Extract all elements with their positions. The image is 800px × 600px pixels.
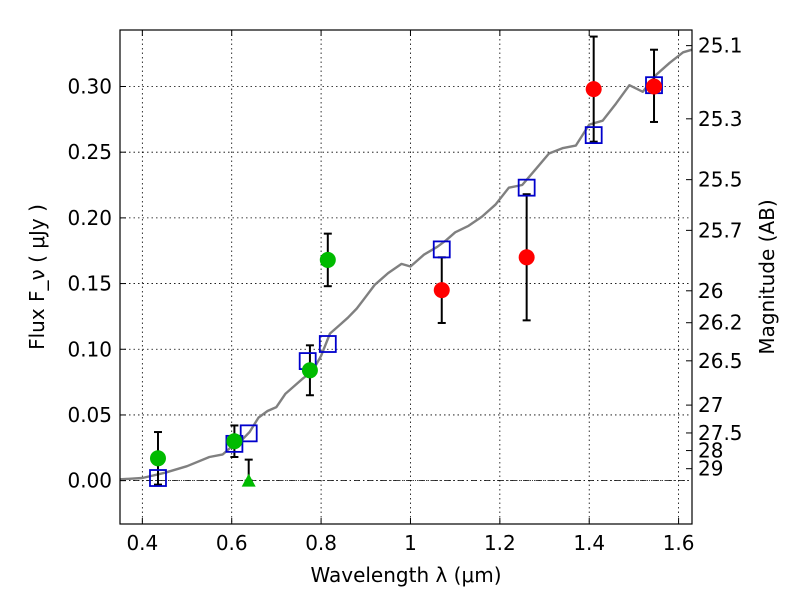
right-axis-label: Magnitude (AB) [755, 199, 779, 354]
x-tick-label: 0.8 [305, 531, 337, 555]
y-tick-label: 0.00 [67, 469, 112, 493]
y-tick-label: 0.15 [67, 272, 112, 296]
right-tick-label: 28 [698, 439, 723, 463]
green-circle-marker [226, 433, 243, 450]
y-tick-label: 0.10 [67, 337, 112, 361]
x-tick-label: 1 [404, 531, 417, 555]
right-tick-label: 29 [698, 457, 723, 481]
model-sed-line [119, 48, 693, 481]
y-tick-label: 0.05 [67, 403, 112, 427]
x-tick-label: 1.4 [573, 531, 605, 555]
x-tick-label: 1.6 [663, 531, 695, 555]
right-tick-label: 25.3 [698, 107, 743, 131]
model-sed-line-layer [119, 48, 693, 481]
red-circle-marker [518, 249, 535, 266]
right-tick-label: 26.5 [698, 349, 743, 373]
y-tick-label: 0.30 [67, 74, 112, 98]
model-band-square-marker [432, 240, 451, 259]
plot-frame [119, 29, 693, 525]
right-tick-label: 27.5 [698, 421, 743, 445]
model-band-square-marker [149, 469, 167, 487]
ticks-layer: 0.4 0.6 0.8 1 1.2 1.4 1.6 0.00 0.05 0.10 0.15 0.20 0… [67, 30, 743, 555]
right-tick-label: 25.5 [698, 168, 743, 192]
y-tick-label: 0.25 [67, 140, 112, 164]
red-circle-marker [646, 78, 663, 95]
error-bars-layer [153, 35, 659, 486]
model-band-square-marker [584, 126, 603, 145]
right-tick-label: 26.2 [698, 311, 743, 335]
right-tick-label: 26 [698, 279, 723, 303]
green-circle-marker [319, 251, 336, 268]
model-band-square-marker [517, 178, 536, 197]
y-tick-label: 0.20 [67, 206, 112, 230]
red-circle-marker [433, 282, 450, 299]
x-tick-label: 0.4 [126, 531, 158, 555]
model-band-square-marker [239, 424, 258, 443]
right-tick-label: 27 [698, 393, 723, 417]
x-axis-label: Wavelength λ (μm) [310, 563, 501, 587]
green-circle-marker [301, 362, 318, 379]
red-circle-marker [585, 81, 602, 98]
green-triangle-marker [241, 473, 256, 487]
right-tick-label: 25.7 [698, 218, 743, 242]
y-axis-label: Flux F_ν ( μJy ) [25, 204, 49, 350]
x-tick-label: 1.2 [484, 531, 516, 555]
green-circle-marker [149, 450, 166, 467]
x-tick-label: 0.6 [216, 531, 248, 555]
right-tick-label: 25.1 [698, 34, 743, 58]
markers-layer [149, 76, 663, 487]
grid-lines [120, 30, 692, 524]
model-band-square-marker [318, 335, 337, 353]
